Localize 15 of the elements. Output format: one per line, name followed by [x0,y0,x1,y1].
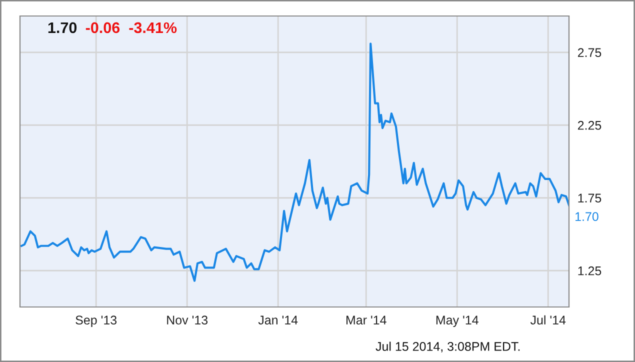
y-tick-label: 2.25 [578,120,602,130]
chart-title: 1.70 [48,22,77,34]
x-tick-label: Mar '14 [346,316,386,325]
x-tick-label: Jan '14 [258,316,298,325]
x-tick-label: Jul '14 [530,315,566,325]
y-tick-label: 2.75 [578,48,602,58]
chart-subtitle: -0.06 -3.41% [86,22,177,34]
text: Jul 15 2014, 3:08PM EDT. [376,342,520,352]
x-tick-label: Nov '13 [167,316,208,325]
annotation: 1.70 [576,212,598,222]
x-tick-label: Sep '13 [76,316,117,327]
line-series [20,42,569,282]
y-tick-label: 1.25 [578,266,602,276]
y-tick-label: 1.75 [578,194,602,203]
x-tick-label: May '14 [436,316,478,327]
